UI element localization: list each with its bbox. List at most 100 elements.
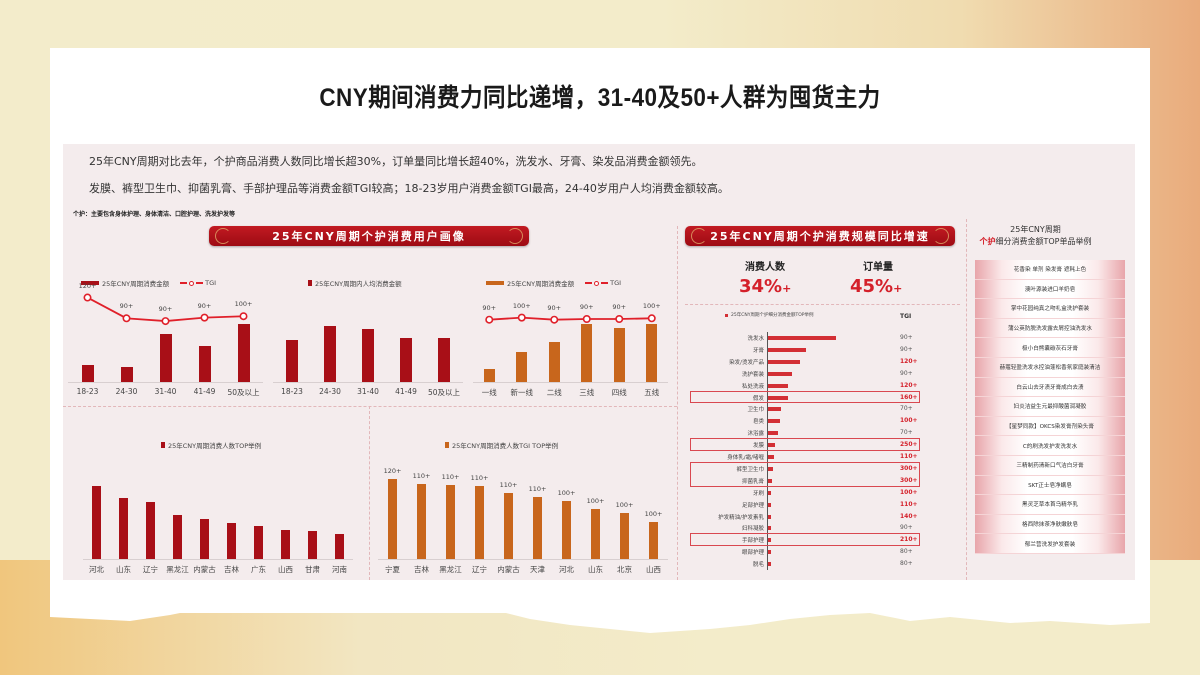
bar bbox=[591, 508, 600, 559]
bar bbox=[768, 336, 836, 340]
product-item: 格西除抹茶净肤嫩肤皂 bbox=[975, 514, 1125, 535]
right-title-line1: 25年CNY周期 bbox=[1010, 225, 1061, 234]
x-axis bbox=[473, 382, 668, 383]
x-tick-label: 河南 bbox=[332, 565, 347, 574]
x-tick-label: 50及以上 bbox=[227, 388, 260, 397]
product-item: 【星梦同款】OKCS染发膏剂染头膏 bbox=[975, 416, 1125, 437]
tgi-value: 120+ bbox=[900, 357, 918, 365]
category-label: 牙刷 bbox=[752, 490, 764, 497]
x-axis bbox=[273, 382, 463, 383]
x-tick-label: 山东 bbox=[116, 565, 131, 574]
infographic-panel: 25年CNY周期对比去年，个护商品消费人数同比增长超30%，订单量同比增长超40… bbox=[63, 144, 1135, 580]
category-row: 眼部护理 80+ bbox=[690, 546, 940, 558]
bar bbox=[146, 501, 155, 559]
summary-line-2: 发膜、裤型卫生巾、抑菌乳膏、手部护理品等消费金额TGI较高；18-23岁用户消费… bbox=[89, 182, 729, 195]
bar bbox=[335, 533, 344, 559]
legend-swatch bbox=[445, 442, 449, 448]
bar bbox=[768, 490, 772, 495]
x-axis bbox=[378, 559, 668, 560]
bar bbox=[81, 365, 94, 382]
chart-legend: 25年CNY周期消费金额 TGI bbox=[81, 278, 216, 288]
divider bbox=[369, 406, 370, 580]
x-tick-label: 宁夏 bbox=[385, 565, 400, 574]
category-label: 发膜 bbox=[752, 443, 764, 450]
chart-category-tgi: 25年CNY周期个护细分消费金额TOP举例 TGI 洗发水 90+ 牙膏 90+ 染发/… bbox=[690, 310, 960, 580]
x-tick-label: 甘肃 bbox=[305, 565, 320, 574]
highlight-box bbox=[690, 438, 920, 451]
category-label: 眼部护理 bbox=[741, 550, 764, 557]
x-tick-label: 50及以上 bbox=[427, 388, 461, 397]
category-row: 妇科凝胶 90+ bbox=[690, 522, 940, 534]
bar bbox=[504, 492, 513, 559]
x-tick-label: 五线 bbox=[644, 388, 660, 397]
category-row: 沐浴露 70+ bbox=[690, 427, 940, 439]
x-tick-label: 内蒙古 bbox=[193, 565, 216, 574]
chart-city-tier: 25年CNY周期消费金额 TGI 一线 90+ 新一线 100+ 二线 90+ 三线 90+ 四… bbox=[468, 272, 673, 397]
x-tick-label: 24-30 bbox=[319, 387, 341, 396]
x-tick-label: 一线 bbox=[481, 388, 497, 397]
highlight-box bbox=[690, 533, 920, 547]
product-item: 黑灵芝草本首乌精华乳 bbox=[975, 495, 1125, 515]
bar bbox=[768, 383, 789, 388]
bar bbox=[768, 347, 807, 352]
tgi-value: 250+ bbox=[900, 441, 918, 449]
bar bbox=[438, 338, 450, 382]
tgi-value: 100+ bbox=[900, 488, 918, 496]
bar bbox=[768, 371, 793, 376]
value-label: 100+ bbox=[557, 489, 576, 498]
tgi-line bbox=[83, 293, 248, 326]
value-label: 100+ bbox=[615, 500, 634, 509]
legend-swatch bbox=[161, 442, 165, 448]
category-row: 牙刷 100+ bbox=[690, 487, 940, 499]
x-axis bbox=[83, 559, 353, 560]
bar bbox=[768, 419, 781, 424]
tgi-value: 140+ bbox=[900, 512, 918, 520]
x-tick-label: 山东 bbox=[588, 565, 603, 574]
bar bbox=[475, 486, 484, 559]
legend-label: TGI bbox=[205, 279, 217, 287]
tgi-label: 100+ bbox=[512, 301, 531, 310]
x-tick-label: 黑龙江 bbox=[439, 565, 462, 574]
tgi-value: 300+ bbox=[900, 476, 918, 484]
bar bbox=[362, 329, 374, 382]
bar bbox=[308, 531, 317, 559]
product-item: 白云山去牙渍牙膏成白去渍 bbox=[975, 377, 1125, 398]
product-item: 蒲公英防脱洗发露去屑控油洗发水 bbox=[975, 318, 1125, 339]
highlight-box bbox=[690, 390, 920, 404]
x-tick-label: 吉林 bbox=[224, 565, 239, 574]
tgi-label: 120+ bbox=[78, 281, 97, 290]
bar bbox=[768, 395, 789, 400]
legend-swatch bbox=[486, 281, 504, 285]
x-tick-label: 新一线 bbox=[510, 388, 534, 397]
bar bbox=[646, 324, 658, 382]
category-label: 染发/烫发产品 bbox=[729, 359, 764, 366]
bar bbox=[768, 562, 771, 567]
x-tick-label: 辽宁 bbox=[472, 565, 487, 574]
legend-label: 25年CNY周期消费金额 bbox=[507, 280, 575, 288]
category-label: 脱毛 bbox=[752, 562, 764, 569]
category-label: 沐浴露 bbox=[747, 431, 764, 438]
x-tick-label: 吉林 bbox=[414, 565, 429, 574]
product-item: 花香染 单剂 染发膏 遮耗上色 bbox=[975, 260, 1125, 280]
x-tick-label: 河北 bbox=[559, 565, 574, 574]
chart-province-top: 25年CNY周期消费人数TOP举例 河北 山东 辽宁 黑龙江 内蒙古 吉林 广东 山西 甘肃 河南 bbox=[73, 434, 363, 580]
kpi-label-orders: 订单量 bbox=[863, 262, 893, 273]
bar bbox=[281, 529, 290, 559]
category-label: 皂类 bbox=[752, 419, 764, 426]
tgi-value: 300+ bbox=[900, 464, 918, 472]
tgi-label: 90+ bbox=[119, 302, 134, 311]
bar bbox=[286, 340, 298, 382]
right-title-line2: 个护细分消费金额TOP单品举例 bbox=[979, 237, 1092, 246]
bar bbox=[768, 431, 778, 436]
x-tick-label: 31-40 bbox=[154, 387, 177, 396]
bar bbox=[173, 514, 182, 559]
x-tick-label: 18-23 bbox=[281, 387, 303, 396]
chart-legend: 25年CNY周期消费人数TGI TOP举例 bbox=[445, 440, 558, 450]
bar bbox=[649, 522, 658, 559]
bar bbox=[92, 486, 101, 559]
bar bbox=[120, 366, 133, 382]
tgi-value: 90+ bbox=[900, 524, 913, 532]
legend-swatch bbox=[81, 281, 99, 285]
bar bbox=[562, 501, 571, 559]
highlight-box bbox=[690, 461, 920, 487]
